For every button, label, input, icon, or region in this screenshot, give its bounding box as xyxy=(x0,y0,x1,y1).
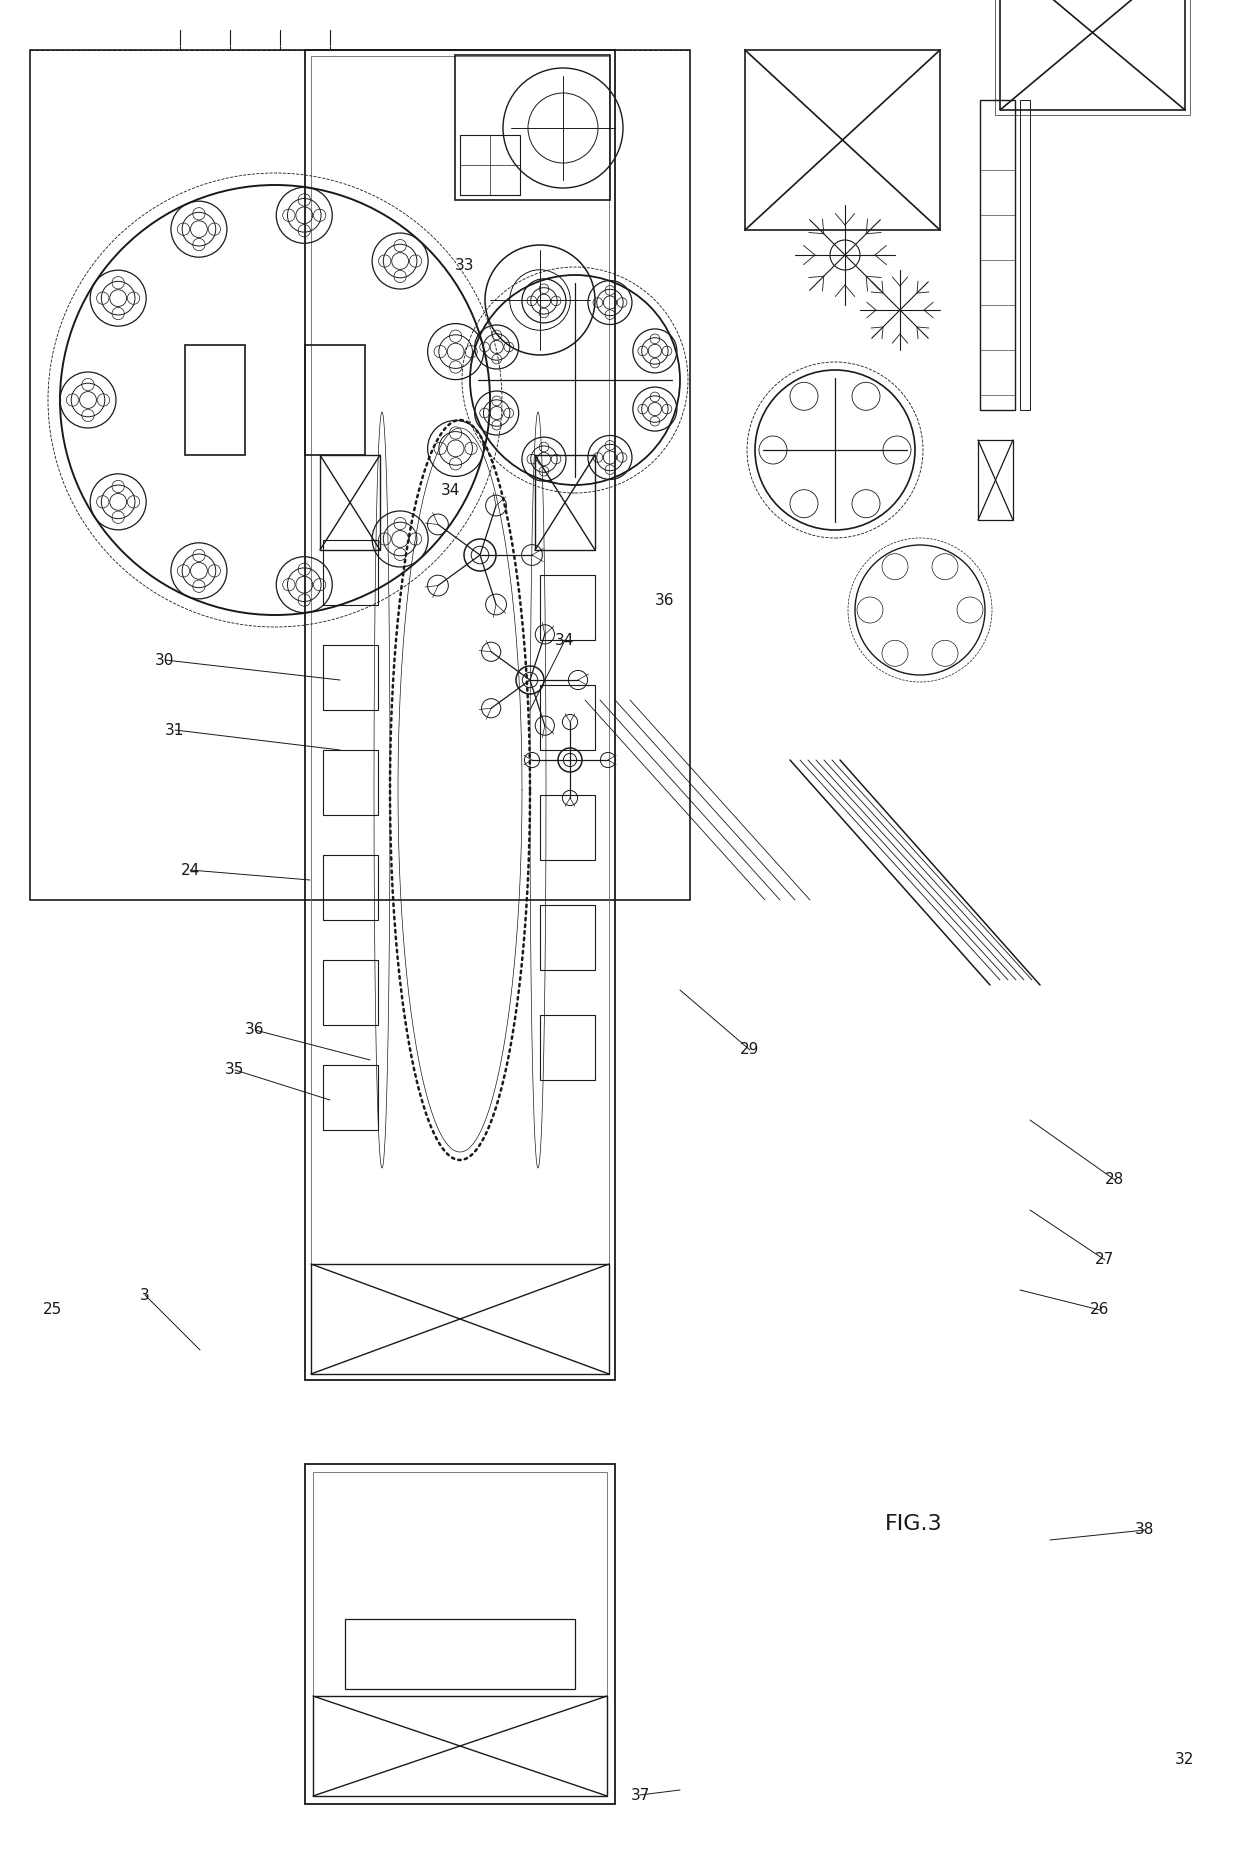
Text: 3: 3 xyxy=(140,1287,150,1303)
Bar xyxy=(994,0,1190,115)
Bar xyxy=(745,50,940,230)
Bar xyxy=(320,454,379,551)
Bar xyxy=(312,1472,608,1797)
Text: 25: 25 xyxy=(42,1303,62,1318)
Bar xyxy=(322,645,378,710)
Bar xyxy=(312,1696,608,1797)
Bar xyxy=(322,540,378,604)
Bar xyxy=(539,905,595,970)
Bar xyxy=(539,684,595,751)
Bar xyxy=(311,1264,609,1374)
Text: 34: 34 xyxy=(440,482,460,497)
Bar xyxy=(305,50,615,1379)
Text: 34: 34 xyxy=(556,632,574,647)
Bar xyxy=(539,795,595,860)
Bar xyxy=(999,0,1185,109)
Bar xyxy=(1021,100,1030,410)
Bar xyxy=(455,56,610,200)
Text: 35: 35 xyxy=(226,1062,244,1077)
Text: 29: 29 xyxy=(740,1042,760,1057)
Bar xyxy=(30,50,689,899)
Text: 30: 30 xyxy=(155,653,175,667)
Bar xyxy=(305,1465,615,1804)
Text: 36: 36 xyxy=(655,593,675,608)
Text: 36: 36 xyxy=(246,1023,265,1038)
Text: 26: 26 xyxy=(1090,1303,1110,1318)
Bar xyxy=(539,1014,595,1081)
Bar xyxy=(539,575,595,640)
Text: 28: 28 xyxy=(1105,1172,1125,1188)
Bar xyxy=(322,751,378,816)
Bar xyxy=(322,1064,378,1129)
Bar xyxy=(460,135,520,195)
Bar xyxy=(345,1619,575,1689)
Bar xyxy=(980,100,1016,410)
Bar xyxy=(322,855,378,920)
Bar xyxy=(978,439,1013,519)
Text: 33: 33 xyxy=(455,258,475,273)
Bar xyxy=(185,345,246,454)
Text: FIG.3: FIG.3 xyxy=(885,1515,942,1533)
Text: 31: 31 xyxy=(165,723,185,738)
Text: 38: 38 xyxy=(1136,1522,1154,1537)
Bar xyxy=(322,960,378,1025)
Bar xyxy=(311,56,609,1374)
Text: 24: 24 xyxy=(180,862,200,877)
Text: 32: 32 xyxy=(1176,1752,1194,1767)
Text: 27: 27 xyxy=(1095,1253,1115,1268)
Bar xyxy=(305,345,365,454)
Bar xyxy=(534,454,595,551)
Text: 37: 37 xyxy=(630,1787,650,1802)
